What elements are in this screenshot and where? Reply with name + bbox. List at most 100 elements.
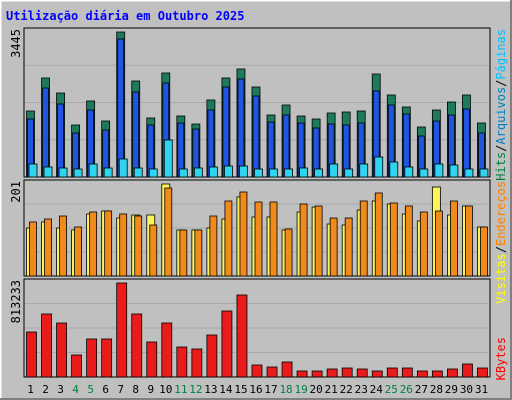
bar-addresses — [254, 201, 263, 277]
day-label: 13 — [204, 383, 217, 396]
bar-pages — [449, 164, 459, 178]
bar-kbytes — [131, 313, 143, 378]
bar-files — [222, 86, 230, 178]
day-label: 28 — [430, 383, 443, 396]
bar-pages — [239, 165, 248, 178]
legend-entry: / — [494, 246, 508, 253]
bar-addresses — [329, 217, 338, 277]
bar-addresses — [149, 224, 158, 277]
bar-pages — [224, 165, 233, 178]
day-label: 2 — [42, 383, 49, 396]
bar-addresses — [480, 226, 488, 277]
day-label: 17 — [264, 383, 277, 396]
bar-pages — [193, 167, 203, 178]
bar-pages — [103, 167, 113, 178]
legend-entry: Visitas — [494, 253, 508, 304]
bar-pages — [163, 139, 173, 178]
day-label: 8 — [132, 383, 139, 396]
bar-addresses — [404, 205, 413, 277]
day-label: 11 — [174, 383, 187, 396]
bar-pages — [208, 166, 218, 178]
bar-kbytes — [161, 322, 173, 378]
bar-files — [252, 95, 260, 178]
bar-pages — [133, 167, 143, 178]
legend-entry: / — [494, 80, 508, 87]
day-label: 24 — [370, 383, 384, 396]
bar-pages — [269, 168, 278, 178]
bar-kbytes — [447, 368, 458, 378]
bar-kbytes — [341, 367, 353, 378]
bar-addresses — [89, 211, 98, 277]
bar-kbytes — [462, 363, 473, 378]
bar-pages — [329, 163, 339, 178]
bar-kbytes — [71, 354, 82, 378]
bar-pages — [464, 168, 474, 178]
chart-title: Utilização diária em Outubro 2025 — [6, 9, 244, 23]
bar-addresses — [450, 200, 458, 277]
y-max-label-visits: 201 — [9, 181, 23, 203]
bar-pages — [148, 168, 158, 178]
bar-kbytes — [281, 361, 293, 378]
bar-addresses — [209, 215, 218, 277]
bar-files — [42, 87, 49, 178]
bar-pages — [314, 168, 324, 178]
legend-entry: / — [494, 145, 508, 152]
bar-kbytes — [356, 368, 368, 378]
bar-pages — [479, 168, 489, 178]
day-label: 4 — [72, 383, 79, 396]
bar-kbytes — [296, 370, 308, 378]
day-label: 29 — [445, 383, 458, 396]
bar-addresses — [269, 201, 278, 277]
day-label: 6 — [102, 383, 109, 396]
bar-pages — [88, 163, 98, 178]
day-label: 25 — [385, 383, 398, 396]
bar-addresses — [134, 215, 143, 277]
bar-files — [117, 38, 125, 178]
bar-kbytes — [236, 294, 248, 378]
bar-pages — [344, 168, 354, 178]
bar-addresses — [224, 200, 233, 277]
day-label: 9 — [147, 383, 154, 396]
bar-kbytes — [206, 334, 218, 378]
bar-addresses — [74, 226, 82, 277]
bar-kbytes — [116, 282, 128, 378]
bar-addresses — [374, 192, 383, 277]
bar-addresses — [284, 228, 293, 277]
legend-entry: Arquivos — [494, 87, 508, 145]
legend-entry: Hits — [494, 152, 508, 181]
day-label: 31 — [475, 383, 488, 396]
bar-kbytes — [86, 338, 98, 378]
legend-entry: KBytes — [494, 337, 508, 380]
day-label: 20 — [310, 383, 323, 396]
bar-kbytes — [266, 366, 278, 378]
y-max-label-hits: 3445 — [9, 29, 23, 58]
bar-addresses — [119, 213, 128, 277]
bar-files — [463, 108, 470, 178]
bar-pages — [178, 168, 188, 178]
day-label: 18 — [279, 383, 292, 396]
day-label: 23 — [355, 383, 368, 396]
bar-addresses — [194, 229, 203, 277]
bar-pages — [419, 168, 429, 178]
bar-kbytes — [477, 367, 488, 378]
bar-files — [282, 114, 290, 178]
bar-files — [132, 91, 140, 178]
bar-addresses — [164, 187, 173, 277]
bar-kbytes — [191, 348, 203, 378]
bar-kbytes — [326, 368, 338, 378]
bar-addresses — [29, 221, 37, 277]
day-label: 30 — [460, 383, 473, 396]
bar-addresses — [59, 215, 67, 277]
bar-addresses — [465, 205, 473, 277]
bar-pages — [73, 168, 83, 178]
bar-pages — [374, 156, 384, 178]
bar-pages — [58, 167, 68, 178]
bar-addresses — [44, 218, 52, 277]
bar-kbytes — [101, 338, 113, 378]
bar-pages — [389, 161, 399, 178]
bar-pages — [28, 163, 38, 178]
day-label: 22 — [340, 383, 353, 396]
day-label: 7 — [117, 383, 124, 396]
day-label: 1 — [27, 383, 34, 396]
bar-pages — [43, 166, 53, 178]
